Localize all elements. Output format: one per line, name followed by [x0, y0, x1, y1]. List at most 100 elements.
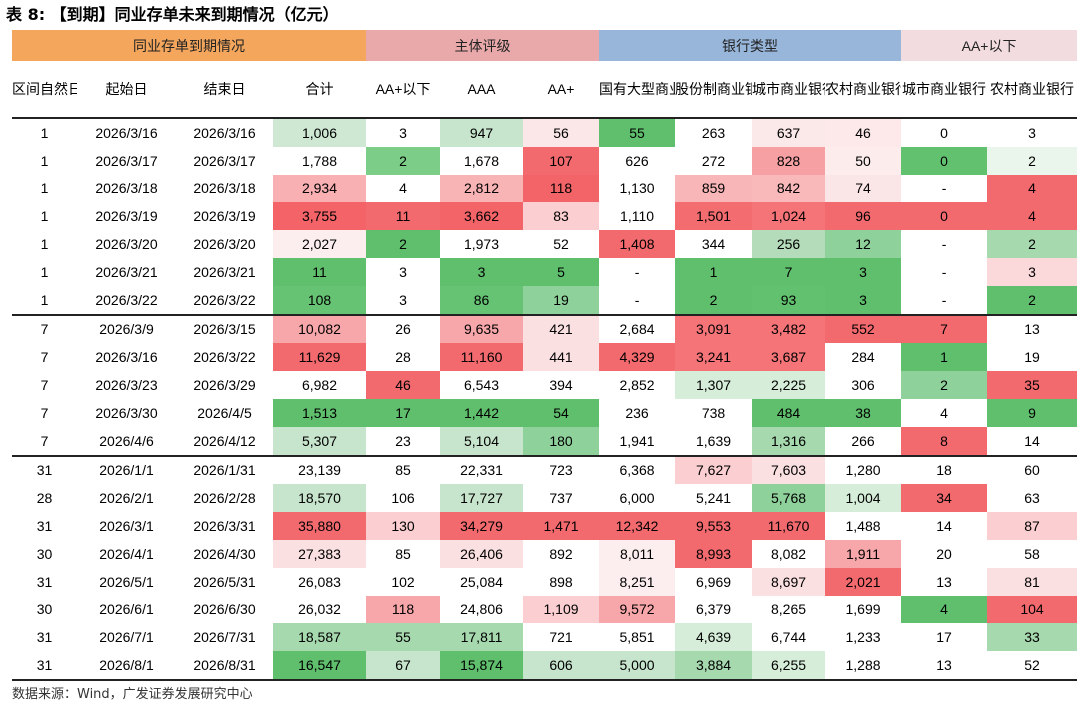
table-body: 1 2026/3/16 2026/3/16 1,006 3 947 56 55 263 637 46…	[12, 118, 1078, 681]
table-cell: 10,082	[273, 313, 366, 344]
table-cell: 1	[12, 257, 77, 286]
table-cell: 344	[675, 230, 753, 258]
table-cell: 22,331	[440, 454, 523, 485]
table-cell: 1	[12, 202, 77, 231]
table-cell: 17,727	[440, 484, 523, 513]
table-cell: 3,241	[675, 343, 753, 372]
table-cell: 263	[675, 118, 753, 147]
table-cell: 3,091	[675, 313, 753, 344]
table-cell: 6,982	[273, 371, 366, 399]
table-cell: 11	[366, 202, 440, 231]
table-cell: 6,379	[675, 595, 753, 624]
table-cell: 2026/4/12	[176, 426, 273, 456]
table-cell: 85	[366, 454, 440, 485]
table-cell: 3,884	[675, 651, 753, 681]
table-cell: 2026/3/21	[77, 257, 176, 286]
table-row: 31 2026/5/1 2026/5/31 26,083 102 25,084 898 8,2…	[12, 567, 1078, 596]
table-cell: 13	[987, 313, 1078, 344]
table-cell: 2026/3/20	[77, 230, 176, 258]
table-cell: 1	[12, 118, 77, 147]
column-header: AAA	[440, 61, 523, 119]
table-cell: 1,006	[273, 118, 366, 147]
table-cell: 2,021	[825, 567, 902, 596]
table-cell: 1,973	[440, 230, 523, 258]
table-cell: 26,406	[440, 539, 523, 568]
table-cell: 1,233	[825, 623, 902, 652]
table-cell: 0	[901, 146, 988, 175]
table-cell: 4,639	[675, 623, 753, 652]
table-cell: 2026/3/21	[176, 257, 273, 286]
table-cell: -	[901, 174, 988, 203]
table-cell: 18,587	[273, 623, 366, 652]
table-cell: 2026/6/30	[176, 595, 273, 624]
table-cell: 12	[825, 230, 902, 258]
table-cell: 2026/8/31	[176, 651, 273, 681]
table-cell: 24,806	[440, 595, 523, 624]
table-cell: 2026/3/19	[77, 202, 176, 231]
table-cell: 1	[675, 257, 753, 286]
table-cell: 1	[12, 174, 77, 203]
group-header-bank-type: 银行类型	[599, 30, 902, 61]
table-cell: -	[901, 257, 988, 286]
table-row: 28 2026/2/1 2026/2/28 18,570 106 17,727 737 6,0…	[12, 484, 1078, 513]
table-cell: 30	[12, 539, 77, 568]
table-cell: 31	[12, 567, 77, 596]
group-header-rating: 主体评级	[366, 30, 600, 61]
table-cell: 107	[523, 146, 600, 175]
table-cell: 130	[366, 512, 440, 540]
table-cell: 11,629	[273, 343, 366, 372]
table-cell: 1,024	[752, 202, 826, 231]
table-cell: 17,811	[440, 623, 523, 652]
table-cell: 2026/3/18	[77, 174, 176, 203]
table-cell: 5,104	[440, 426, 523, 456]
table-row: 31 2026/8/1 2026/8/31 16,547 67 15,874 606 5,00…	[12, 651, 1078, 681]
table-cell: 0	[901, 202, 988, 231]
table-row: 7 2026/4/6 2026/4/12 5,307 23 5,104 180 1,941 1,…	[12, 426, 1078, 456]
table-cell: 1,408	[599, 230, 676, 258]
table-cell: 2026/3/22	[77, 285, 176, 315]
table-cell: 7,627	[675, 454, 753, 485]
table-row: 31 2026/7/1 2026/7/31 18,587 55 17,811 721 5,85…	[12, 623, 1078, 652]
group-header-maturity: 同业存单到期情况	[12, 30, 366, 61]
table-cell: 1,130	[599, 174, 676, 203]
table-cell: 86	[440, 285, 523, 315]
table-cell: 1,442	[440, 398, 523, 427]
table-cell: 31	[12, 623, 77, 652]
table-cell: -	[599, 257, 676, 286]
column-header: 农村商业银行	[987, 61, 1078, 119]
table-cell: 63	[987, 484, 1078, 513]
table-cell: 1,288	[825, 651, 902, 681]
table-cell: 13	[901, 651, 988, 681]
table-cell: 2	[675, 285, 753, 315]
table-cell: 3	[366, 118, 440, 147]
table-cell: 16,547	[273, 651, 366, 681]
table-row: 1 2026/3/17 2026/3/17 1,788 2 1,678 107 626 272 8…	[12, 146, 1078, 175]
table-cell: 85	[366, 539, 440, 568]
table-cell: 7	[12, 343, 77, 372]
table-cell: 828	[752, 146, 826, 175]
table-cell: 26,032	[273, 595, 366, 624]
table-cell: 2026/2/28	[176, 484, 273, 513]
table-cell: 33	[987, 623, 1078, 652]
column-header: 结束日	[176, 61, 273, 119]
table-cell: 5	[523, 257, 600, 286]
table-cell: 19	[523, 285, 600, 315]
table-cell: 2026/7/1	[77, 623, 176, 652]
table-cell: 9,635	[440, 313, 523, 344]
table-cell: 20	[901, 539, 988, 568]
table-cell: 8,697	[752, 567, 826, 596]
table-cell: 2	[987, 230, 1078, 258]
table-cell: 2026/3/22	[176, 343, 273, 372]
table-cell: 947	[440, 118, 523, 147]
table-cell: 2026/3/23	[77, 371, 176, 399]
table-cell: 5,241	[675, 484, 753, 513]
table-cell: 58	[987, 539, 1078, 568]
table-cell: 5,851	[599, 623, 676, 652]
table-cell: 2	[366, 230, 440, 258]
table-cell: 23	[366, 426, 440, 456]
table-cell: 2,225	[752, 371, 826, 399]
table-cell: 7	[12, 371, 77, 399]
table-cell: 3,687	[752, 343, 826, 372]
table-cell: 1,911	[825, 539, 902, 568]
table-cell: 1,699	[825, 595, 902, 624]
